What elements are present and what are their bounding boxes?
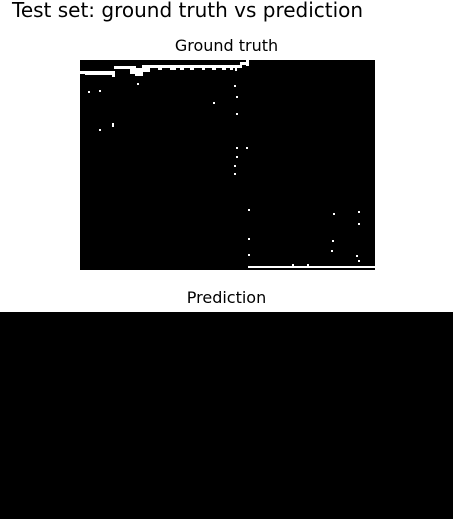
mask-pixel [331,250,333,252]
mask-pixel [307,264,309,267]
mask-pixel [234,85,236,87]
mask-pixel-cluster [230,68,233,70]
mask-pixel-cluster [180,68,184,70]
mask-pixel [248,209,250,211]
mask-pixel-cluster [135,68,143,76]
mask-pixel [88,91,90,93]
mask-pixel-cluster [170,68,176,70]
mask-pixel-cluster [212,68,216,70]
ground-truth-mask [80,60,375,270]
mask-pixel [292,264,294,267]
mask-pixel [356,255,358,257]
mask-pixel [236,156,238,158]
mask-pixel [332,240,334,242]
mask-pixel [246,147,248,149]
mask-pixel [99,129,101,131]
mask-pixel [358,223,360,225]
mask-pixel-cluster [114,66,136,69]
mask-pixel-cluster [142,67,150,72]
mask-pixel [248,238,250,240]
mask-pixel-cluster [158,68,162,70]
mask-pixel-cluster [85,73,113,75]
mask-pixel [236,113,238,115]
mask-pixel [358,211,360,213]
mask-pixel [236,147,238,149]
ground-truth-title: Ground truth [174,36,279,55]
mask-pixel [248,254,250,256]
mask-pixel [234,173,236,175]
mask-pixel [213,102,215,104]
mask-pixel-cluster [246,60,249,66]
mask-pixel-cluster [202,68,205,70]
mask-pixel [137,83,139,85]
mask-pixel [99,90,101,92]
mask-pixel-cluster [112,71,115,77]
mask-pixel [333,213,335,215]
mask-pixel-cluster [240,62,248,65]
ground-truth-mask-image [80,60,375,268]
mask-pixel [112,123,114,127]
mask-pixel [234,165,236,167]
mask-pixel-cluster [248,266,375,268]
prediction-title: Prediction [186,288,267,307]
prediction-mask [0,312,453,519]
mask-pixel-cluster [190,68,194,70]
mask-pixel-cluster [235,67,237,71]
mask-pixel-cluster [142,65,242,68]
figure-title: Test set: ground truth vs prediction [12,0,364,22]
mask-pixel [358,260,360,262]
mask-pixel [236,96,238,98]
mask-pixel-cluster [80,71,113,74]
mask-pixel-cluster [222,68,226,70]
